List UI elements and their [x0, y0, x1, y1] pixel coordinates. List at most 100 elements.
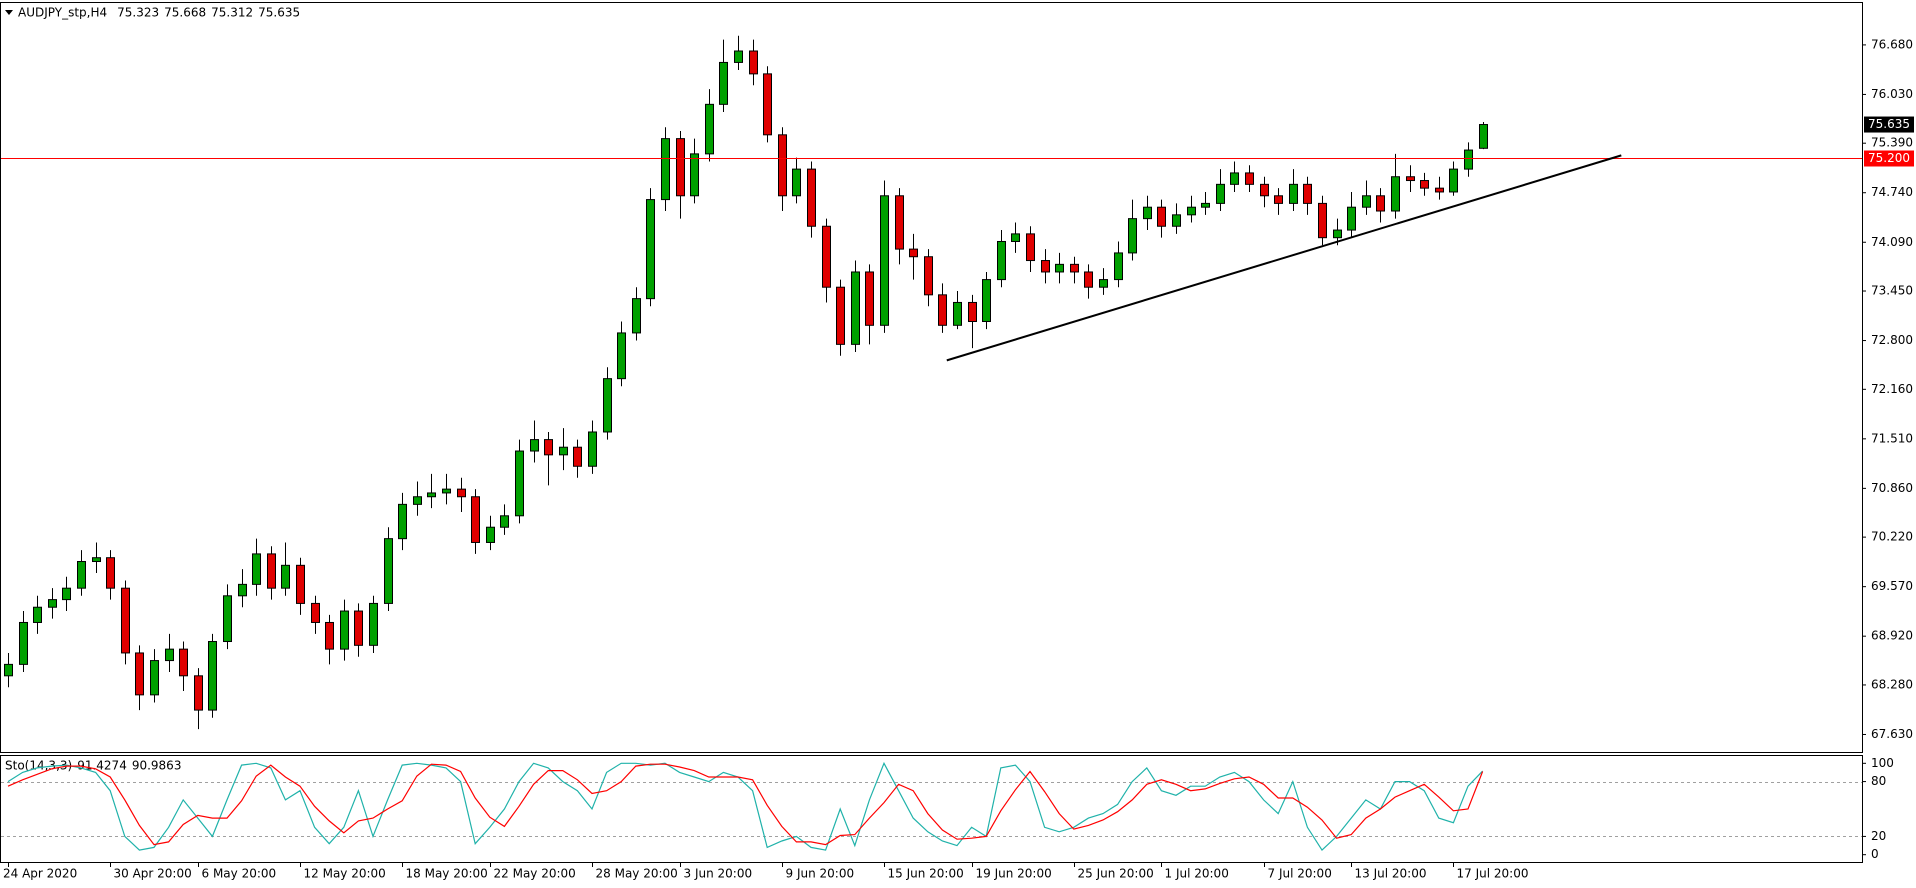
candle-body — [77, 561, 86, 589]
x-tick-label: 9 Jun 20:00 — [786, 867, 855, 881]
candle-body — [1172, 214, 1181, 227]
candle-body — [223, 595, 232, 643]
candle-body — [763, 73, 772, 136]
candle-body — [544, 439, 553, 456]
candle-body — [325, 621, 334, 650]
candle-body — [1114, 252, 1123, 281]
candle-body — [909, 248, 918, 258]
hline-price-label: 75.200 — [1868, 151, 1910, 165]
candle-body — [530, 439, 539, 452]
x-tick-label: 13 Jul 20:00 — [1355, 867, 1427, 881]
y-tick-label: 20 — [1871, 829, 1886, 843]
x-tick-label: 6 May 20:00 — [202, 867, 277, 881]
main-panel — [0, 2, 1863, 753]
candle-body — [1362, 195, 1371, 208]
y-tick-label: 100 — [1871, 756, 1894, 770]
candle-body — [953, 301, 962, 326]
candle-body — [822, 225, 831, 288]
candle-body — [588, 431, 597, 467]
y-tick-label: 71.510 — [1871, 431, 1913, 445]
x-tick-label: 3 Jun 20:00 — [684, 867, 753, 881]
candle-body — [1376, 195, 1385, 212]
y-tick-label: 69.570 — [1871, 579, 1913, 593]
candle-body — [1128, 218, 1137, 254]
candle-body — [1245, 172, 1254, 185]
candle-body — [705, 103, 714, 155]
indicator-panel — [0, 755, 1863, 863]
candle-body — [1084, 271, 1093, 288]
collapse-arrow[interactable] — [5, 10, 13, 15]
y-tick-label: 0 — [1871, 847, 1879, 861]
candle-body — [1070, 263, 1079, 273]
candle-body — [968, 301, 977, 322]
candle-body — [1157, 206, 1166, 227]
candle-body — [427, 492, 436, 498]
candle-body — [369, 602, 378, 646]
candle-body — [1303, 183, 1312, 204]
candle-body — [457, 488, 466, 498]
x-tick-label: 7 Jul 20:00 — [1268, 867, 1332, 881]
candle-body — [792, 168, 801, 197]
x-tick-label: 18 May 20:00 — [406, 867, 488, 881]
y-tick-label: 76.680 — [1871, 37, 1913, 51]
candle-body — [515, 450, 524, 517]
x-tick-label: 25 Jun 20:00 — [1078, 867, 1154, 881]
y-tick-label: 74.740 — [1871, 185, 1913, 199]
candle-body — [559, 446, 568, 456]
candle-body — [734, 50, 743, 63]
y-tick-label: 74.090 — [1871, 235, 1913, 249]
candle-body — [150, 660, 159, 696]
indicator-value: 91.4274 — [77, 759, 127, 773]
candle-body — [252, 553, 261, 585]
candle-body — [982, 279, 991, 322]
candle-body — [1289, 183, 1298, 204]
candle-body — [106, 557, 115, 589]
candle-body — [632, 298, 641, 334]
y-tick-label: 76.030 — [1871, 87, 1913, 101]
candle-body — [1026, 233, 1035, 262]
y-tick-label: 68.280 — [1871, 677, 1913, 691]
y-tick-label: 68.920 — [1871, 629, 1913, 643]
candle-body — [836, 286, 845, 345]
candle-body — [1216, 183, 1225, 204]
candle-body — [4, 663, 13, 677]
indicator-line — [7, 761, 1484, 852]
candle-body — [486, 526, 495, 543]
candle-body — [471, 496, 480, 543]
y-tick-label: 67.630 — [1871, 727, 1913, 741]
candle-body — [194, 675, 203, 711]
candle-body — [500, 515, 509, 528]
candle-body — [1435, 187, 1444, 193]
candle-body — [1260, 183, 1269, 197]
candle-body — [135, 652, 144, 696]
candle-body — [1406, 176, 1415, 182]
y-tick-label: 72.800 — [1871, 333, 1913, 347]
ohlc-value: 75.312 — [211, 6, 253, 20]
candle-body — [1391, 176, 1400, 212]
candle-body — [851, 271, 860, 345]
candle-body — [1347, 206, 1356, 231]
candle-body — [1011, 233, 1020, 242]
candle-body — [281, 564, 290, 589]
candle-body — [238, 583, 247, 597]
x-tick-label: 24 Apr 2020 — [3, 867, 77, 881]
candle-body — [1274, 195, 1283, 204]
candle-body — [938, 294, 947, 326]
x-tick-label: 15 Jun 20:00 — [888, 867, 964, 881]
candle-body — [924, 256, 933, 296]
x-tick-label: 12 May 20:00 — [304, 867, 386, 881]
y-tick-label: 75.390 — [1871, 136, 1913, 150]
candle-body — [880, 195, 889, 326]
candle-body — [1230, 172, 1239, 185]
symbol-title: AUDJPY_stp,H4 — [18, 6, 107, 20]
candle-body — [33, 606, 42, 623]
candle-body — [1201, 202, 1210, 208]
candle-body — [1318, 202, 1327, 239]
candle-body — [267, 553, 276, 589]
candle-body — [384, 538, 393, 604]
candle-body — [719, 61, 728, 105]
candle-body — [1187, 206, 1196, 216]
candle-body — [661, 138, 670, 201]
